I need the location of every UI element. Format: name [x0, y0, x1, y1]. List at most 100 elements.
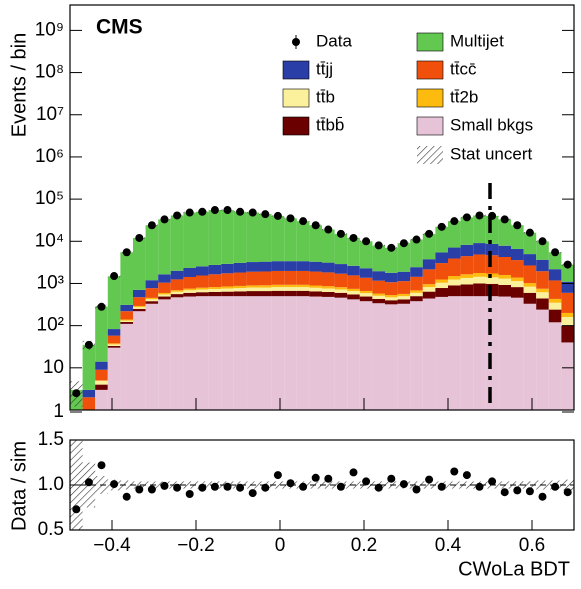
stack-segment — [448, 296, 461, 410]
stack-segment — [485, 215, 499, 244]
ratio-point — [563, 488, 572, 497]
stack-segment — [511, 297, 524, 410]
x-tick-label: 0.2 — [351, 535, 377, 556]
stack-segment — [271, 270, 285, 285]
legend-label: Stat uncert — [450, 144, 532, 163]
stack-segment — [120, 323, 133, 410]
ratio-point — [412, 485, 421, 494]
stack-segment — [259, 285, 272, 288]
stack-segment — [322, 229, 335, 263]
stack-segment — [221, 263, 234, 274]
ratio-point — [425, 475, 434, 484]
stack-segment — [246, 291, 259, 297]
stack-segment — [548, 298, 562, 303]
stack-segment — [385, 295, 398, 298]
legend-label: Multijet — [450, 31, 504, 50]
data-point — [236, 207, 245, 216]
y-tick-label: 10³ — [37, 272, 64, 293]
stack-segment — [460, 274, 474, 278]
stack-segment — [296, 284, 310, 288]
stack-segment — [208, 274, 222, 288]
stack-segment — [246, 285, 259, 288]
stack-segment — [460, 277, 474, 285]
stack-segment — [536, 241, 549, 260]
stack-segment — [511, 260, 524, 278]
stack-segment — [246, 262, 259, 272]
stack-segment — [246, 212, 259, 263]
ratio-point — [286, 479, 295, 488]
stack-segment — [485, 255, 499, 274]
stack-segment — [435, 282, 448, 289]
stack-segment — [523, 265, 537, 284]
ratio-point — [173, 483, 182, 492]
x-tick-label: −0.4 — [93, 535, 131, 556]
stack-segment — [309, 296, 322, 410]
stack-segment — [473, 273, 486, 277]
ratio-point — [236, 483, 245, 492]
ratio-point — [248, 489, 257, 498]
data-point — [412, 235, 421, 244]
stack-segment — [107, 344, 121, 346]
stack-segment — [485, 296, 499, 410]
ratio-point — [500, 488, 509, 497]
stack-segment — [246, 287, 259, 292]
stack-segment — [498, 274, 511, 279]
y-tick-label: 10 — [43, 357, 64, 378]
legend-label: tt̄bb̄ — [316, 115, 344, 134]
ratio-uncert-band — [460, 481, 474, 489]
stack-segment — [359, 268, 373, 278]
stack-segment — [95, 380, 108, 385]
stack-segment — [158, 274, 171, 283]
stack-segment — [548, 280, 562, 299]
ratio-point — [261, 483, 270, 492]
stack-segment — [536, 259, 549, 272]
data-point — [500, 215, 509, 224]
data-point — [311, 221, 320, 230]
stack-segment — [347, 265, 360, 276]
stack-segment — [133, 305, 146, 308]
stack-segment — [485, 277, 499, 284]
data-point — [538, 237, 547, 246]
stack-segment — [284, 270, 297, 285]
stack-segment — [133, 308, 146, 312]
data-point — [336, 229, 345, 238]
stack-segment — [271, 290, 285, 297]
legend-swatch — [416, 32, 444, 52]
stack-segment — [208, 287, 222, 289]
stack-segment — [498, 245, 511, 258]
ratio-point — [437, 482, 446, 491]
ratio-uncert-band — [511, 481, 524, 489]
data-point — [525, 228, 534, 237]
data-point — [551, 248, 560, 257]
stack-segment — [422, 284, 436, 288]
stack-segment — [397, 299, 411, 304]
stack-segment — [385, 297, 398, 301]
data-point — [475, 211, 484, 220]
stack-segment — [233, 272, 247, 286]
stack-segment — [271, 287, 285, 291]
data-point — [173, 211, 182, 220]
data-point — [425, 229, 434, 238]
stack-segment — [372, 280, 385, 294]
ratio-y-tick-label: 1.5 — [38, 429, 64, 450]
stack-segment — [410, 276, 423, 291]
stack-segment — [359, 293, 373, 297]
stack-segment — [322, 262, 335, 273]
data-point — [248, 208, 257, 217]
data-point — [437, 222, 446, 231]
stack-segment — [183, 290, 196, 293]
stack-segment — [334, 233, 348, 265]
stack-segment — [536, 292, 549, 299]
ratio-uncert-band — [120, 480, 133, 490]
ratio-point — [462, 471, 471, 480]
stack-segment — [296, 261, 310, 271]
stack-segment — [322, 288, 335, 292]
stack-segment — [259, 271, 272, 286]
stack-segment — [460, 256, 474, 275]
stack-segment — [347, 294, 360, 300]
stack-segment — [448, 285, 461, 297]
ratio-point — [551, 482, 560, 491]
stack-segment — [259, 296, 272, 410]
stack-segment — [410, 290, 423, 293]
stack-segment — [511, 287, 524, 298]
